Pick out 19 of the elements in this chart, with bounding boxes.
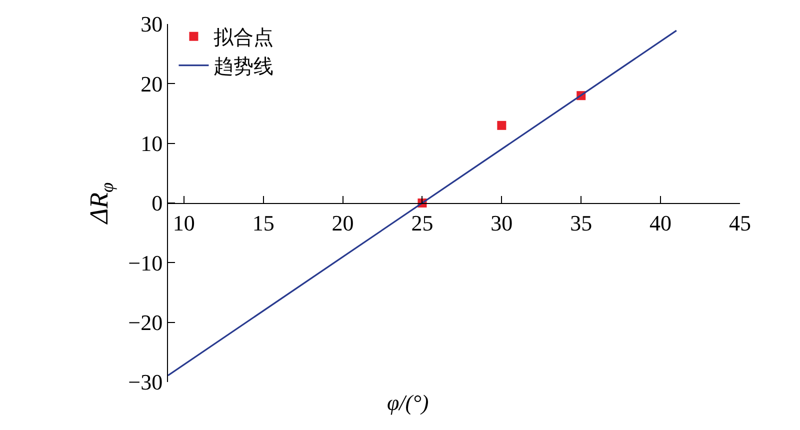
y-tick-label: 0 [152, 190, 163, 216]
legend-label: 趋势线 [214, 54, 274, 78]
y-tick-label: −30 [128, 370, 163, 395]
x-tick-label: 20 [332, 210, 354, 236]
legend-label: 拟合点 [214, 25, 274, 50]
y-tick-label: −10 [128, 250, 163, 276]
x-tick-label: 40 [650, 210, 672, 236]
x-tick-label: 45 [729, 210, 751, 236]
x-tick-label: 35 [570, 210, 592, 236]
x-tick-label: 10 [172, 210, 195, 236]
x-tick-label: 15 [252, 210, 274, 236]
x-tick-label: 25 [411, 210, 434, 236]
x-tick-label: 30 [490, 210, 513, 236]
y-tick-label: 30 [140, 12, 163, 37]
y-tick-label: 20 [140, 71, 163, 96]
point [497, 120, 506, 130]
y-tick-label: −20 [128, 310, 163, 336]
x-axis-title: φ/(°) [387, 390, 429, 415]
y-tick-label: 10 [140, 131, 163, 156]
